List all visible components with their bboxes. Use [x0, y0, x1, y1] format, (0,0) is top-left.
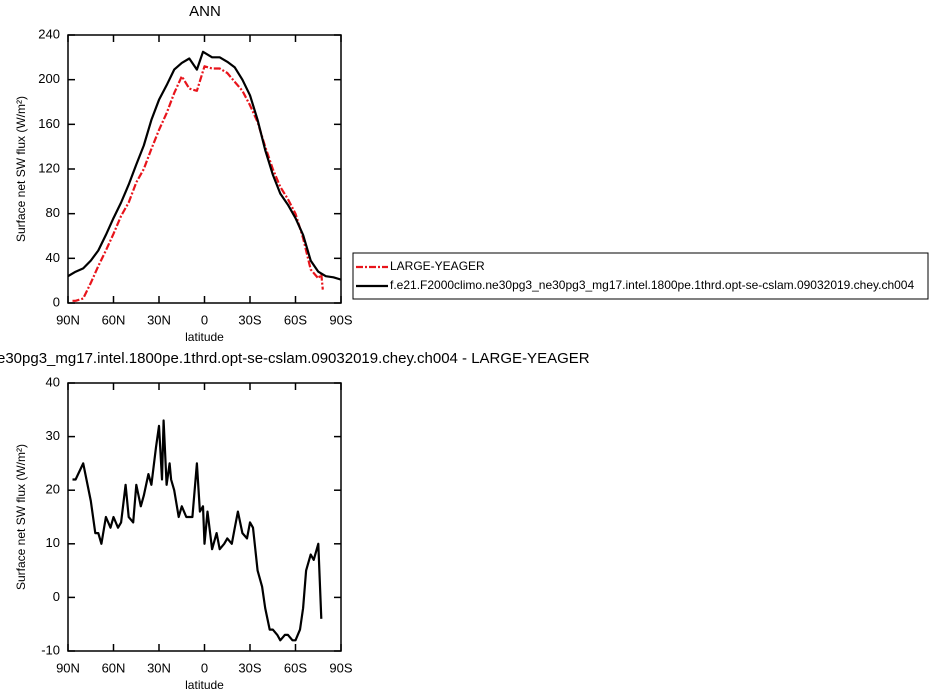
x-tick-label: 30N: [147, 660, 171, 675]
chart-title: e30pg3_mg17.intel.1800pe.1thrd.opt-se-cs…: [0, 350, 590, 367]
series-line: [72, 419, 323, 642]
x-tick-label: 60S: [284, 660, 307, 675]
x-tick-label: 60N: [102, 660, 126, 675]
legend-label: LARGE-YEAGER: [390, 259, 485, 273]
series-line: [72, 65, 324, 302]
x-tick-label: 0: [201, 660, 208, 675]
x-tick-label: 60S: [284, 312, 307, 327]
y-tick-label: 120: [38, 160, 60, 175]
y-tick-label: 0: [53, 589, 60, 604]
x-tick-label: 30S: [238, 312, 261, 327]
x-tick-label: 90N: [56, 312, 80, 327]
y-tick-label: 80: [46, 205, 60, 220]
y-tick-label: 160: [38, 116, 60, 131]
x-axis-label: latitude: [185, 678, 224, 692]
y-tick-label: 40: [46, 250, 60, 265]
x-tick-label: 60N: [102, 312, 126, 327]
y-axis-label: Surface net SW flux (W/m²): [14, 96, 28, 242]
y-tick-label: 0: [53, 294, 60, 309]
plot-frame: [67, 34, 342, 304]
x-tick-label: 30N: [147, 312, 171, 327]
y-tick-label: 30: [46, 428, 60, 443]
y-tick-label: 10: [46, 535, 60, 550]
series-line: [68, 50, 341, 281]
y-axis-label: Surface net SW flux (W/m²): [14, 444, 28, 590]
legend-box: [352, 252, 929, 300]
chart-title: ANN: [189, 3, 221, 20]
y-tick-label: -10: [41, 642, 60, 657]
x-axis-label: latitude: [185, 330, 224, 344]
x-tick-label: 90S: [329, 312, 352, 327]
legend-label: f.e21.F2000climo.ne30pg3_ne30pg3_mg17.in…: [390, 278, 914, 292]
x-tick-label: 90S: [329, 660, 352, 675]
x-tick-label: 30S: [238, 660, 261, 675]
y-tick-label: 40: [46, 374, 60, 389]
y-tick-label: 240: [38, 26, 60, 41]
plot-frame: [67, 382, 342, 652]
x-tick-label: 0: [201, 312, 208, 327]
y-tick-label: 20: [46, 482, 60, 497]
x-tick-label: 90N: [56, 660, 80, 675]
y-tick-label: 200: [38, 71, 60, 86]
